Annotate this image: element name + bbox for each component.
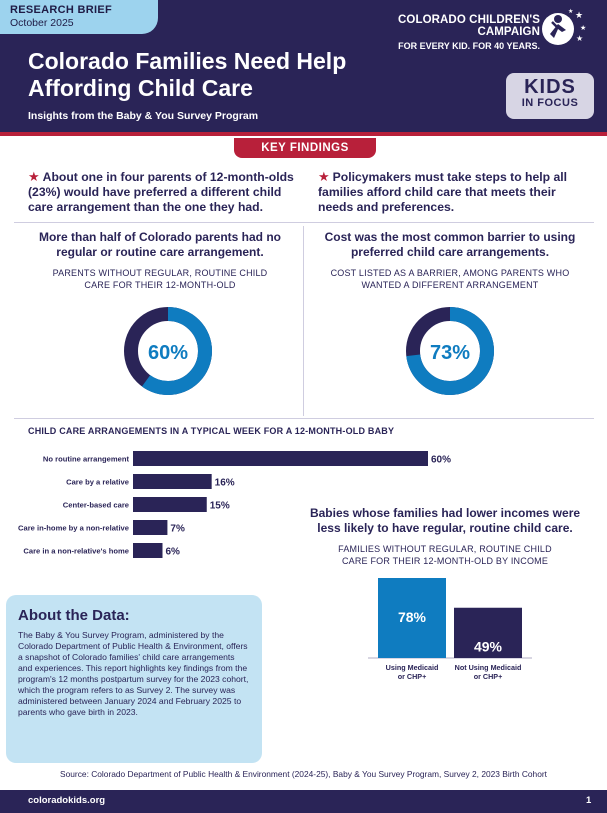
footer-website-link[interactable]: coloradokids.org [28,795,106,806]
donut-value-label: 73% [430,342,470,364]
header-divider [0,132,607,136]
bar-value-label: 15% [210,501,230,512]
column-divider [303,226,304,416]
finding-1: ★ About one in four parents of 12-month-o… [28,169,308,215]
income-panel-heading: Babies whose families had lower incomes … [309,506,581,535]
section-divider [14,418,594,419]
right-panel-heading: Cost was the most common barrier to usin… [324,230,576,259]
section-divider [14,222,594,223]
bar-value-label: 60% [431,455,451,466]
bar [133,543,163,558]
bar [133,520,168,535]
left-panel-heading: More than half of Colorado parents had n… [38,230,281,259]
svg-text:★: ★ [580,24,586,32]
research-brief-tab: RESEARCH BRIEF October 2025 [0,0,158,34]
bar-value-label: 78% [398,609,427,625]
arrangements-chart-title: CHILD CARE ARRANGEMENTS IN A TYPICAL WEE… [28,426,395,436]
bar-category-label: Care in a non-relative's home [23,547,129,556]
source-note: Source: Colorado Department of Public He… [60,769,547,779]
kids-in-focus-logo: KIDS IN FOCUS [506,73,594,119]
income-panel-subheading: FAMILIES WITHOUT REGULAR, ROUTINE CHILD … [338,544,552,566]
star-icon: ★ [28,169,40,184]
right-panel-subheading: COST LISTED AS A BARRIER, AMONG PARENTS … [330,268,570,290]
donut-chart-no-routine-care: 60% [124,307,212,395]
donut-chart-cost-barrier: 73% [406,307,494,395]
page-number: 1 [586,795,592,806]
star-icon: ★ [318,169,330,184]
svg-text:★: ★ [576,34,583,43]
kids-logo-text: KIDS [524,76,576,98]
bar-category-label: Center-based care [63,501,129,510]
bar [133,451,428,466]
in-focus-logo-text: IN FOCUS [521,97,579,109]
finding-1-text: About one in four parents of 12-month-ol… [28,170,294,214]
bar-value-label: 7% [170,524,185,535]
svg-text:★: ★ [575,11,583,21]
svg-text:★: ★ [568,8,573,15]
doc-type: RESEARCH BRIEF [10,4,112,16]
bar-value-label: 49% [474,639,503,655]
footer-bar: coloradokids.org 1 [0,790,607,813]
bar [133,474,212,489]
bar-category-label: Not Using Medicaid or CHP+ [455,663,522,681]
about-body: The Baby & You Survey Program, administe… [18,630,249,717]
org-name-block: COLORADO CHILDREN'S CAMPAIGN FOR EVERY K… [340,14,540,51]
key-findings-label: KEY FINDINGS [234,138,376,158]
arrangements-bar-chart: No routine arrangement 60% Care by a relat… [18,451,451,558]
page-subtitle: Insights from the Baby & You Survey Prog… [28,110,259,122]
about-heading: About the Data: [18,607,130,624]
bar [378,578,446,658]
bar-value-label: 6% [166,547,181,558]
finding-2: ★ Policymakers must take steps to help al… [318,169,588,215]
bar-category-label: No routine arrangement [43,455,130,464]
bar-category-label: Care in-home by a non-relative [18,524,129,533]
bar-category-label: Using Medicaid or CHP+ [386,663,439,681]
doc-date: October 2025 [10,17,74,29]
header-banner: RESEARCH BRIEF October 2025 COLORADO CHI… [0,0,607,132]
left-panel-subheading: PARENTS WITHOUT REGULAR, ROUTINE CHILD C… [52,268,268,290]
bar [454,607,522,658]
finding-2-text: Policymakers must take steps to help all… [318,170,568,214]
org-logo-icon: ★ ★ ★ ★ [542,8,586,45]
bar-category-label: Care by a relative [66,478,129,487]
org-name: COLORADO CHILDREN'S CAMPAIGN [398,14,540,38]
page-title: Colorado Families Need Help Affording Ch… [28,48,347,101]
bar [133,497,207,512]
income-bar-chart: 78% Using Medicaid or CHP+ 49% Not Using Med… [368,578,532,681]
org-tagline: FOR EVERY KID. FOR 40 YEARS. [398,41,540,51]
about-the-data-box: About the Data: The Baby & You Survey Pr… [6,595,262,763]
bar-value-label: 16% [215,478,235,489]
donut-value-label: 60% [148,342,188,364]
donut-value-arc [124,307,212,395]
donut-value-arc [406,307,494,395]
